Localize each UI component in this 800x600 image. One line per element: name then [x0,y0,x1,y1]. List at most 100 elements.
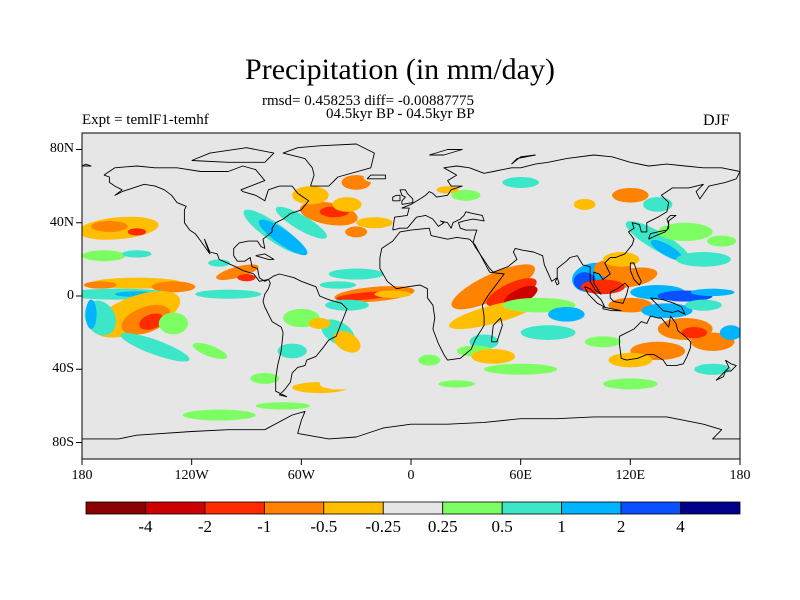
anomaly-contour [333,331,361,353]
anomaly-contour [91,220,128,232]
anomaly-contour [292,186,329,205]
coastline [618,315,692,367]
anomaly-contour [502,176,539,188]
anomaly-contour [657,222,713,242]
anomaly-contour [258,219,308,256]
coastline [392,154,740,295]
lat-tick-label: 80N [49,141,74,157]
map-plot-area [82,133,740,459]
anomaly-contour [650,239,683,261]
coastlines [82,143,740,440]
lat-tick-label: 0 [67,288,74,303]
anomaly-contour [418,354,441,366]
anomaly-contour [584,336,622,348]
coastline [366,174,386,180]
anomaly-contour [277,343,307,359]
anomaly-contour [471,349,516,364]
colorbar-swatch [501,501,563,515]
anomaly-contour [685,299,722,311]
colorbar-label: -1 [257,517,272,536]
coastline [650,297,686,315]
anomaly-contour [602,378,658,390]
anomaly-contour [250,372,280,384]
coastline [554,277,560,286]
anomaly-contour [195,289,262,299]
lat-tick-label: 40N [49,214,74,230]
colorbar-swatch [382,501,444,515]
colorbar-label: 1 [557,517,566,536]
colorbar-swatch [323,501,384,515]
anomaly-contour [83,281,117,289]
coastline [715,359,737,381]
coastline [511,154,536,165]
colorbar-swatch [561,501,622,515]
colorbar-swatch [204,501,265,515]
coastline [262,273,348,398]
anomaly-contour [325,299,369,311]
anomaly-contour [345,226,368,238]
anomaly-contour [681,327,708,339]
anomaly-contour [436,186,459,194]
coastline [429,149,463,156]
anomaly-contour [363,171,386,183]
anomaly-contour [237,274,256,282]
anomaly-contour [122,250,152,258]
anomaly-contour [707,235,737,247]
stats-subtitle: rmsd= 0.458253 diff= -0.00887775 [262,93,475,109]
anomaly-contour [451,189,481,201]
anomaly-contour [319,378,357,390]
coastline [392,194,401,202]
anomaly-contour [118,356,156,372]
coastline [379,227,505,361]
anomaly-contour [120,333,190,362]
coastline [82,163,92,167]
colorbar-swatch [442,501,503,515]
colorbar-swatch [620,501,681,515]
anomaly-contour [612,187,649,203]
anomaly-contour [643,197,673,212]
lon-tick-label: 120W [174,468,209,483]
period-subtitle: 04.5kyr BP - 04.5kyr BP [326,106,475,122]
anomaly-contour [484,363,558,375]
anomaly-contour [332,197,362,212]
coastline [602,306,622,312]
anomaly-contour [139,313,164,330]
colorbar-label: 0.5 [491,517,513,536]
anomaly-contour [319,281,357,289]
anomaly-contour [719,325,740,340]
anomaly-contour [208,259,231,267]
coastline [399,189,414,205]
anomaly-contour [182,409,256,421]
colorbar-label: -0.5 [310,517,338,536]
anomaly-contour [151,281,196,293]
anomaly-contour [356,217,393,229]
anomaly-contour [374,290,411,298]
colorbar-swatch [263,501,325,515]
coastline [282,143,375,187]
colorbar-label: -0.25 [365,517,401,536]
chart-title: Precipitation (in mm/day) [245,53,555,86]
coastline [609,282,629,304]
anomaly-contour [641,303,693,318]
anomaly-contour [82,250,126,262]
anomaly-contour [438,380,475,388]
anomaly-contour [328,268,384,280]
coastline [255,253,275,260]
lon-tick-label: 0 [407,468,415,483]
anomaly-contour [308,317,331,329]
anomaly-contour [192,342,228,360]
anomaly-contour [694,363,731,375]
anomaly-contour [608,297,653,313]
season-label: DJF [703,112,730,129]
precipitation-anomaly-field [82,171,740,421]
anomaly-contour [216,264,259,280]
anomaly-contour [676,252,731,267]
colorbar-label: 4 [676,517,685,536]
colorbar-swatch [85,501,146,515]
lon-tick-label: 180 [71,468,93,483]
colorbar-label: 2 [616,517,626,536]
coastline [629,262,642,286]
colorbar-swatch [145,501,206,515]
anomaly-contour [573,198,596,210]
